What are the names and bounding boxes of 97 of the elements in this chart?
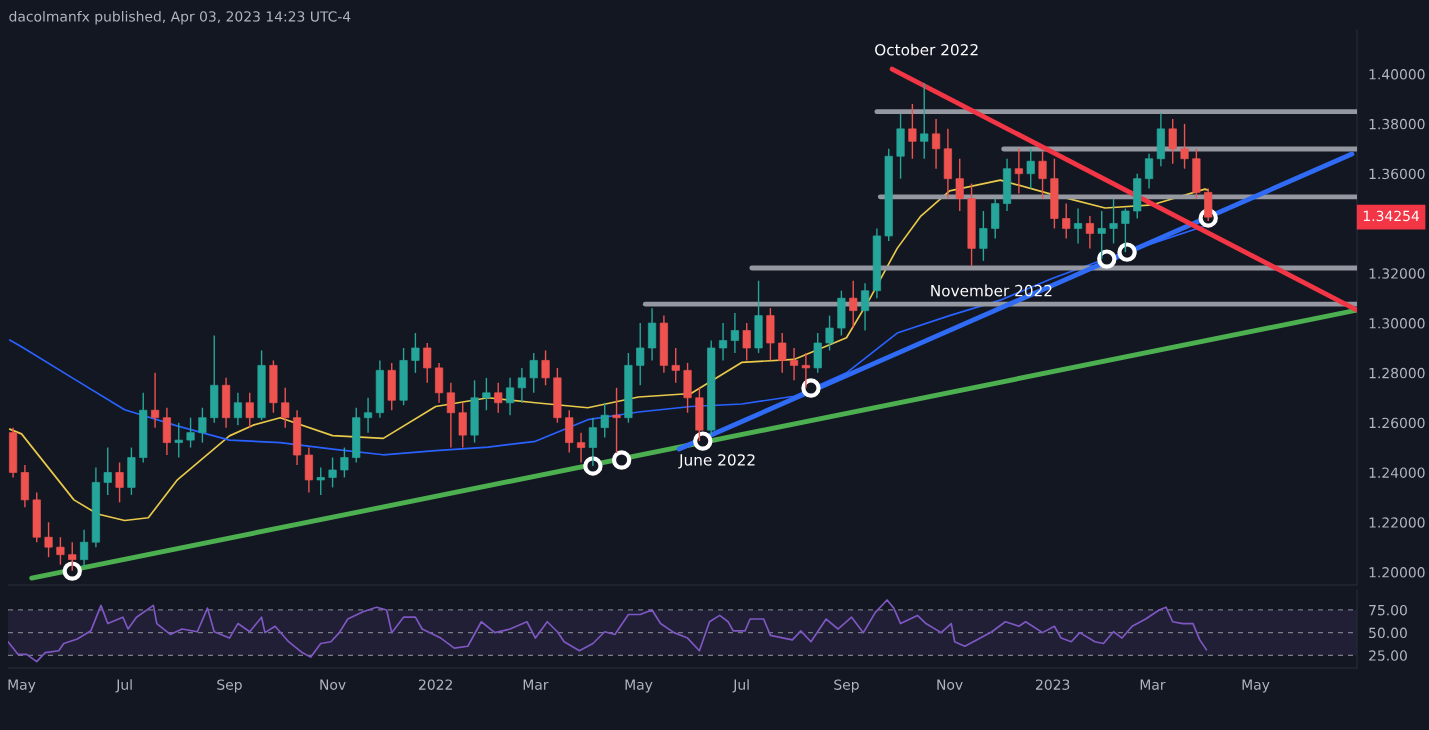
candlestick [328, 456, 337, 489]
point [62, 561, 82, 581]
candlestick [1085, 215, 1094, 250]
candlestick [1168, 118, 1177, 165]
candlestick [1180, 123, 1189, 170]
candlestick [281, 387, 290, 429]
candlestick [730, 312, 739, 354]
candlestick [482, 377, 491, 411]
candlestick [541, 349, 550, 387]
point [583, 456, 603, 476]
candlestick [494, 382, 503, 414]
y-tick-label: 1.28000 [1369, 367, 1425, 379]
candlestick [340, 446, 349, 479]
candlestick [529, 352, 538, 394]
candlestick [600, 402, 609, 439]
candlestick [151, 372, 160, 429]
candlestick [316, 466, 325, 496]
point [611, 450, 632, 470]
y-tick-label: 1.38000 [1369, 118, 1425, 130]
annotation: June 2022 [678, 454, 755, 469]
candlestick [801, 352, 810, 389]
candlestick [718, 322, 728, 362]
x-tick-label: May [625, 679, 653, 693]
candlestick [742, 322, 751, 362]
candlestick [860, 282, 870, 332]
x-tick-label: Nov [937, 679, 963, 690]
x-tick-label: May [8, 679, 36, 693]
candlestick [233, 392, 242, 426]
y-tick-label: 1.32000 [1369, 268, 1425, 279]
candlestick [1062, 202, 1071, 240]
candlestick [979, 210, 988, 262]
candlestick [1026, 148, 1035, 190]
x-tick-label: Jul [115, 679, 132, 693]
candlestick [576, 431, 586, 464]
candlestick [423, 342, 432, 384]
line-series [8, 599, 1208, 663]
candlestick [103, 446, 112, 496]
y-tick-label: 1.30000 [1369, 318, 1425, 329]
candlestick [1073, 207, 1083, 245]
candlestick [1038, 150, 1047, 200]
candlestick [68, 541, 77, 572]
candlestick [458, 402, 467, 449]
candlestick [174, 421, 183, 459]
y-tick-label: 1.26000 [1369, 417, 1425, 429]
point [693, 431, 713, 451]
y-tick-label: 50.00 [1369, 627, 1407, 639]
candlestick [56, 536, 65, 566]
candlestick [115, 461, 124, 504]
point [1117, 242, 1137, 262]
candlestick [506, 377, 515, 416]
text: 1.34254 [1363, 210, 1420, 222]
x-tick-label: 2023 [1036, 679, 1070, 690]
candlestick [186, 416, 195, 449]
y-tick-label: 1.22000 [1369, 517, 1425, 528]
candlestick [778, 332, 787, 374]
candlestick [849, 280, 858, 329]
candlestick [411, 332, 420, 374]
point [801, 378, 821, 398]
x-tick-label: Nov [320, 679, 346, 690]
candlestick [80, 529, 89, 568]
candlestick [908, 103, 917, 160]
candlestick [44, 521, 53, 558]
point [1097, 249, 1117, 269]
candlestick [1109, 197, 1118, 245]
y-tick-label: 1.20000 [1369, 567, 1425, 578]
candlestick [1014, 148, 1023, 195]
y-tick-label: 1.24000 [1369, 467, 1425, 478]
y-tick-label: 1.40000 [1369, 69, 1425, 80]
candlestick [931, 118, 941, 170]
candlestick [1097, 210, 1106, 260]
y-tick-label: 75.00 [1369, 604, 1407, 616]
candlestick [636, 322, 645, 387]
candlestick [1144, 153, 1154, 190]
x-tick-label: Mar [1140, 679, 1166, 690]
candlestick [198, 407, 207, 444]
candlestick [825, 314, 834, 352]
candlestick [920, 82, 929, 160]
candlestick [789, 347, 799, 382]
candlestick [364, 397, 373, 434]
candlestick [612, 387, 621, 454]
y-tick-label: 1.36000 [1369, 168, 1425, 180]
candlestick [517, 367, 526, 404]
x-tick-label: Jul [732, 679, 749, 693]
candlestick [955, 158, 964, 212]
y-tick-label: 25.00 [1369, 650, 1407, 661]
annotation: October 2022 [875, 43, 978, 56]
candlestick [671, 347, 680, 384]
x-tick-label: Mar [523, 679, 549, 690]
candlestick [245, 392, 254, 429]
text: dacolmanfx published, Apr 03, 2023 14:23 UTC-4 [9, 10, 351, 25]
candlestick [1121, 207, 1130, 253]
x-tick-label: 2022 [419, 679, 452, 690]
x-tick-label: Sep [217, 679, 242, 693]
x-tick-label: May [1242, 679, 1270, 693]
candlestick [446, 382, 455, 449]
candlestick [588, 416, 597, 467]
x-tick-label: Sep [834, 679, 859, 693]
